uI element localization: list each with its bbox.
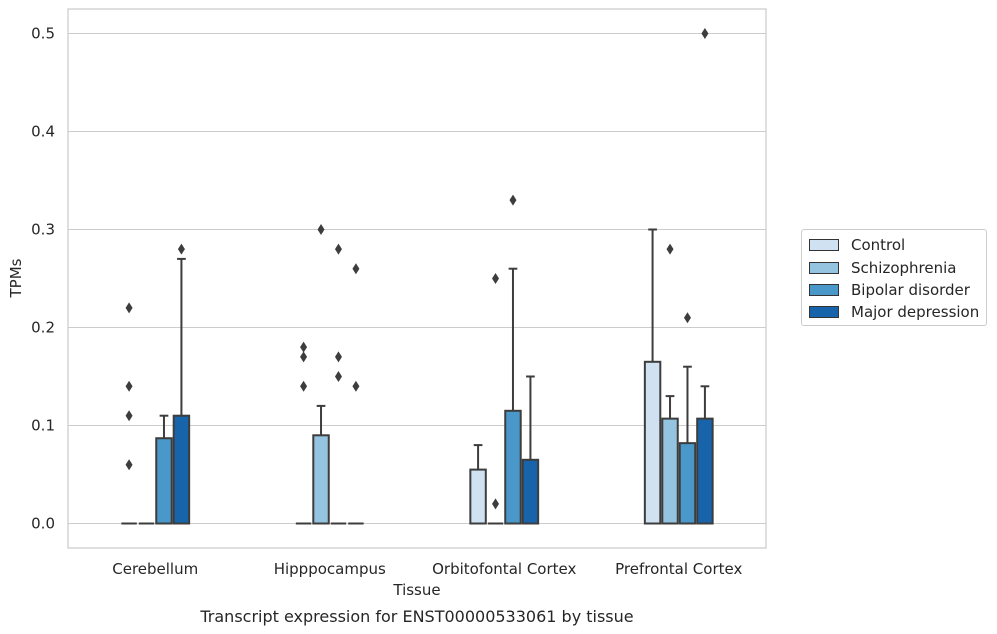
outlier-point (683, 312, 691, 324)
outlier-point (125, 410, 133, 422)
box-0-3 (172, 243, 191, 525)
box-2-1 (487, 273, 504, 525)
y-tick-label: 0.2 (31, 319, 55, 337)
legend-swatch-schizophrenia (809, 262, 839, 274)
box-body (521, 458, 540, 525)
x-tick-label: Prefrontal Cortex (615, 560, 742, 578)
box-body (504, 409, 522, 525)
outlier-point (492, 273, 500, 284)
outlier-point (492, 498, 500, 510)
outlier-point (352, 263, 360, 275)
legend-swatch-control (809, 239, 839, 251)
legend-item-control: Control (809, 235, 905, 255)
box-3-3 (696, 28, 714, 525)
box-body (172, 414, 191, 525)
box-3-0 (643, 228, 662, 525)
box-3-2 (678, 312, 697, 525)
outlier-point (352, 380, 360, 392)
box-body (155, 437, 173, 525)
outlier-point (701, 28, 709, 39)
box-2-2 (504, 194, 522, 525)
outlier-point (300, 351, 308, 363)
box-1-0 (295, 341, 312, 525)
legend-label-schizophrenia: Schizophrenia (851, 259, 957, 277)
legend-swatch-bipolar-disorder (809, 284, 839, 296)
plot-area-frame (67, 8, 767, 549)
x-tick-label: Hipppocampus (274, 560, 386, 578)
box-1-3 (348, 263, 364, 525)
outlier-point (300, 341, 308, 353)
box-3-1 (661, 243, 679, 525)
x-tick-label: Cerebellum (112, 560, 198, 578)
outlier-point (125, 459, 133, 471)
y-axis-ticks: 0.0 0.1 0.2 0.3 0.4 0.5 (31, 25, 55, 533)
box-body (312, 434, 330, 525)
outlier-point (509, 194, 517, 206)
box-0-0 (121, 302, 137, 525)
outlier-point (177, 243, 185, 255)
box-body (661, 417, 679, 525)
legend-label-major-depression: Major depression (851, 303, 980, 321)
y-tick-label: 0.5 (31, 25, 55, 43)
outlier-point (125, 302, 133, 314)
outlier-point (317, 224, 325, 235)
legend-label-bipolar-disorder: Bipolar disorder (851, 281, 970, 299)
legend-swatch-major-depression (809, 306, 839, 318)
box-body (469, 468, 487, 525)
box-body (696, 417, 714, 525)
outlier-point (334, 351, 342, 363)
legend-item-schizophrenia: Schizophrenia (809, 258, 956, 278)
legend: Control Schizophrenia Bipolar disorder M… (801, 229, 987, 326)
outlier-point (125, 380, 133, 392)
outlier-point (666, 243, 674, 255)
boxes (121, 28, 714, 525)
outlier-point (334, 243, 342, 255)
legend-item-bipolar-disorder: Bipolar disorder (809, 280, 970, 300)
box-body (678, 442, 697, 525)
box-1-2 (330, 243, 347, 525)
x-axis-label: Tissue (392, 581, 440, 599)
box-2-0 (469, 444, 487, 525)
x-axis-ticks: Cerebellum Hipppocampus Orbitofontal Corte… (112, 560, 742, 578)
y-tick-label: 0.4 (31, 123, 55, 141)
x-tick-label: Orbitofontal Cortex (432, 560, 576, 578)
box-1-1 (312, 224, 330, 525)
box-0-2 (155, 414, 173, 525)
outlier-point (334, 371, 342, 382)
chart-caption: Transcript expression for ENST0000053306… (199, 607, 633, 626)
legend-item-major-depression: Major depression (809, 302, 979, 322)
y-tick-label: 0.0 (31, 515, 55, 533)
outlier-point (300, 380, 308, 392)
box-body (643, 360, 662, 525)
legend-label-control: Control (851, 236, 906, 254)
y-axis-label: TPMs (7, 258, 25, 298)
box-2-3 (521, 375, 540, 525)
y-tick-label: 0.3 (31, 221, 55, 239)
y-tick-label: 0.1 (31, 417, 55, 435)
